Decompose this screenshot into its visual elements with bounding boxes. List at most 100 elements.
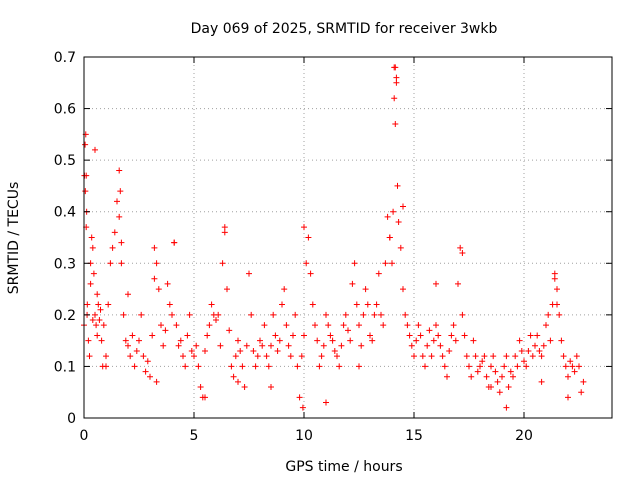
data-point xyxy=(281,286,288,293)
data-point xyxy=(371,311,378,318)
data-point xyxy=(474,368,481,375)
data-point xyxy=(450,322,457,329)
data-point xyxy=(356,322,362,329)
data-point xyxy=(151,275,158,282)
data-point xyxy=(241,384,248,391)
data-point xyxy=(512,353,519,360)
data-point xyxy=(441,363,448,370)
data-point xyxy=(367,332,373,339)
data-point xyxy=(312,322,318,329)
data-point xyxy=(180,353,186,360)
data-point xyxy=(336,363,343,370)
y-tick-label: 0.7 xyxy=(54,50,76,66)
data-point xyxy=(551,270,558,277)
data-point xyxy=(153,260,160,267)
data-point xyxy=(481,353,488,360)
data-point xyxy=(523,363,530,370)
data-point xyxy=(299,404,306,411)
data-point xyxy=(479,358,486,365)
data-point xyxy=(369,337,376,344)
data-point xyxy=(554,301,560,308)
data-point xyxy=(397,244,404,251)
data-point xyxy=(204,332,211,339)
data-point xyxy=(518,347,525,354)
data-point xyxy=(538,353,545,360)
data-point xyxy=(314,337,321,344)
data-point xyxy=(94,332,101,339)
data-point xyxy=(142,368,149,375)
data-point xyxy=(534,332,541,339)
x-axis-label: GPS time / hours xyxy=(285,459,402,475)
data-point xyxy=(107,260,114,267)
data-point xyxy=(307,270,314,277)
data-point xyxy=(215,311,222,318)
data-point xyxy=(85,337,92,344)
data-point xyxy=(536,347,543,354)
data-point xyxy=(527,332,534,339)
data-point xyxy=(303,260,310,267)
data-point xyxy=(82,188,89,195)
data-point xyxy=(250,347,257,354)
data-point xyxy=(230,373,237,380)
data-point xyxy=(320,342,327,349)
data-point xyxy=(435,332,442,339)
data-point xyxy=(127,353,134,360)
data-point xyxy=(540,342,547,349)
data-point xyxy=(226,327,233,334)
data-point xyxy=(514,363,521,370)
data-point xyxy=(118,239,125,246)
data-point xyxy=(538,378,545,385)
data-point xyxy=(554,286,560,293)
data-point xyxy=(516,337,523,344)
data-point xyxy=(380,322,387,329)
data-point xyxy=(444,373,450,380)
data-point xyxy=(331,347,338,354)
data-point xyxy=(362,286,369,293)
plot-frame xyxy=(83,56,613,419)
data-point xyxy=(360,311,367,318)
data-point xyxy=(272,332,279,339)
data-point xyxy=(129,332,136,339)
data-point xyxy=(246,270,252,277)
data-point xyxy=(499,373,505,380)
data-point xyxy=(144,358,151,365)
data-point xyxy=(488,384,494,391)
data-point xyxy=(419,353,426,360)
x-tick-label: 5 xyxy=(190,428,199,444)
y-tick-label: 0 xyxy=(67,411,76,427)
data-point xyxy=(488,363,494,370)
data-point xyxy=(459,311,466,318)
data-point xyxy=(228,363,235,370)
data-point xyxy=(94,291,101,298)
data-point xyxy=(417,332,424,339)
data-point xyxy=(571,368,578,375)
data-point xyxy=(166,301,173,308)
data-point xyxy=(569,363,576,370)
data-point xyxy=(224,286,230,293)
data-point xyxy=(305,234,312,241)
data-point xyxy=(195,363,202,370)
data-point xyxy=(89,317,96,324)
data-point xyxy=(525,347,532,354)
data-point xyxy=(111,229,118,236)
data-point xyxy=(118,260,125,267)
data-point xyxy=(160,342,167,349)
data-point xyxy=(125,342,131,349)
data-point xyxy=(98,337,105,344)
data-point xyxy=(92,311,98,318)
data-point xyxy=(483,373,490,380)
data-point xyxy=(298,353,305,360)
data-point xyxy=(268,342,274,349)
data-point xyxy=(177,337,184,344)
data-point xyxy=(138,311,145,318)
data-point xyxy=(202,394,208,401)
data-point xyxy=(510,373,516,380)
x-tick-label: 0 xyxy=(80,428,89,444)
data-point xyxy=(428,353,435,360)
data-point xyxy=(109,244,116,251)
data-point xyxy=(164,280,171,287)
data-point xyxy=(496,389,503,396)
data-point xyxy=(294,363,301,370)
data-point xyxy=(193,342,200,349)
